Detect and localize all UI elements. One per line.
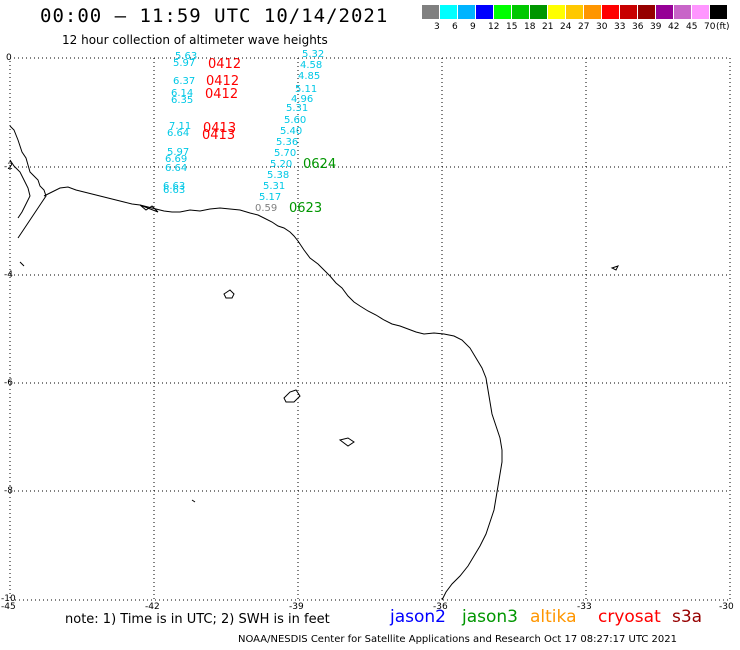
legend-tick-label: 9 [470,22,476,32]
legend-tick-label: 18 [524,22,536,32]
pass-time-label: 0412 [208,57,242,72]
legend-tick-label: 33 [614,22,626,32]
legend-tick-label: 45 [686,22,698,32]
map-subtitle: 12 hour collection of altimeter wave hei… [62,33,328,47]
map-title: 00:00 – 11:59 UTC 10/14/2021 [40,5,389,27]
footer-credit: NOAA/NESDIS Center for Satellite Applica… [238,634,677,645]
lon-label-m39: -39 [289,602,304,612]
legend-tick-label: 70 [704,22,716,32]
legend-swatch [476,5,493,19]
pass-time-label: 0412 [205,87,239,102]
lat-label-0: 0 [6,53,12,63]
note-text: note: 1) Time is in UTC; 2) SWH is in fe… [65,612,330,627]
wave-height-value: 5.17 [259,192,282,203]
legend-swatch [674,5,691,19]
wave-height-value: 5.36 [276,137,299,148]
satellite-label-s3a: s3a [672,607,703,627]
lon-label-m30: -30 [719,602,734,612]
pass-time-label: 0623 [289,201,323,216]
legend-tick-label: 24 [560,22,572,32]
satellite-label-jason2: jason2 [390,607,446,627]
wave-height-value: 5.97 [167,147,190,158]
wave-height-value: 4.96 [291,94,314,105]
legend-swatch [692,5,709,19]
legend-swatch [458,5,475,19]
coastline [9,125,619,601]
lat-label-m2: -2 [4,162,13,172]
wave-height-value: 6.63 [163,185,186,196]
legend-tick-label: 12 [488,22,500,32]
lon-label-m33: -33 [577,602,592,612]
legend-swatch [710,5,727,19]
lat-label-m6: -6 [4,378,13,388]
legend-swatch [494,5,511,19]
grid-lines [10,57,730,600]
satellite-label-cryosat: cryosat [598,607,661,627]
map-frame [9,57,731,601]
wave-height-value: 5.97 [173,58,196,69]
legend-tick-label: 6 [452,22,458,32]
legend-swatch [584,5,601,19]
wave-height-value: 6.63 [163,181,186,192]
wave-height-value: 6.69 [165,154,188,165]
legend-swatch [422,5,439,19]
wave-height-value: 7.11 [169,121,192,132]
wave-height-value: 5.70 [274,148,297,159]
pass-time-label: 0413 [203,121,237,136]
legend-tick-label: 39 [650,22,662,32]
legend-swatch [512,5,529,19]
satellite-label-altika: altika [530,607,577,627]
legend-swatch [602,5,619,19]
legend-tick-label: 3 [434,22,440,32]
lat-label-m10: -10 [1,594,16,604]
wave-height-value: 6.35 [171,95,194,106]
legend-swatch [440,5,457,19]
legend-swatch [638,5,655,19]
wave-height-value: 5.32 [302,49,325,60]
legend-swatch [566,5,583,19]
legend-swatch [620,5,637,19]
wave-height-value: 5.11 [295,84,318,95]
legend-swatch [656,5,673,19]
wave-height-value: 5.20 [270,159,293,170]
pass-time-label: 0412 [206,74,240,89]
wave-height-value: 5.40 [280,126,303,137]
legend-tick-label: 27 [578,22,590,32]
wave-height-value: 6.64 [165,163,188,174]
lon-label-m45: -45 [1,602,16,612]
legend-tick-label: 42 [668,22,680,32]
lon-label-m42: -42 [145,602,160,612]
wave-height-value: 0.59 [255,203,278,214]
wave-height-value: 5.31 [286,103,309,114]
satellite-label-jason3: jason3 [462,607,518,627]
wave-height-value: 5.38 [267,170,290,181]
wave-height-value: 5.63 [175,51,198,62]
legend-tick-label: 21 [542,22,554,32]
wave-height-value: 5.31 [263,181,286,192]
wave-height-value: 6.37 [173,76,196,87]
legend-swatch [530,5,547,19]
legend-tick-label: 30 [596,22,608,32]
legend-swatch [548,5,565,19]
legend-tick-label: 36 [632,22,644,32]
lat-label-m8: -8 [4,486,13,496]
wave-height-value: 4.85 [298,71,321,82]
lon-label-m36: -36 [433,602,448,612]
wave-height-value: 5.60 [284,115,307,126]
legend-tick-label: 15 [506,22,518,32]
wave-height-value: 6.64 [167,128,190,139]
pass-time-label: 0413 [202,128,236,143]
legend-unit: (ft) [716,22,730,32]
pass-time-label: 0624 [303,157,337,172]
wave-height-value: 4.58 [300,60,323,71]
wave-height-value: 6.14 [171,88,194,99]
lat-label-m4: -4 [4,270,13,280]
